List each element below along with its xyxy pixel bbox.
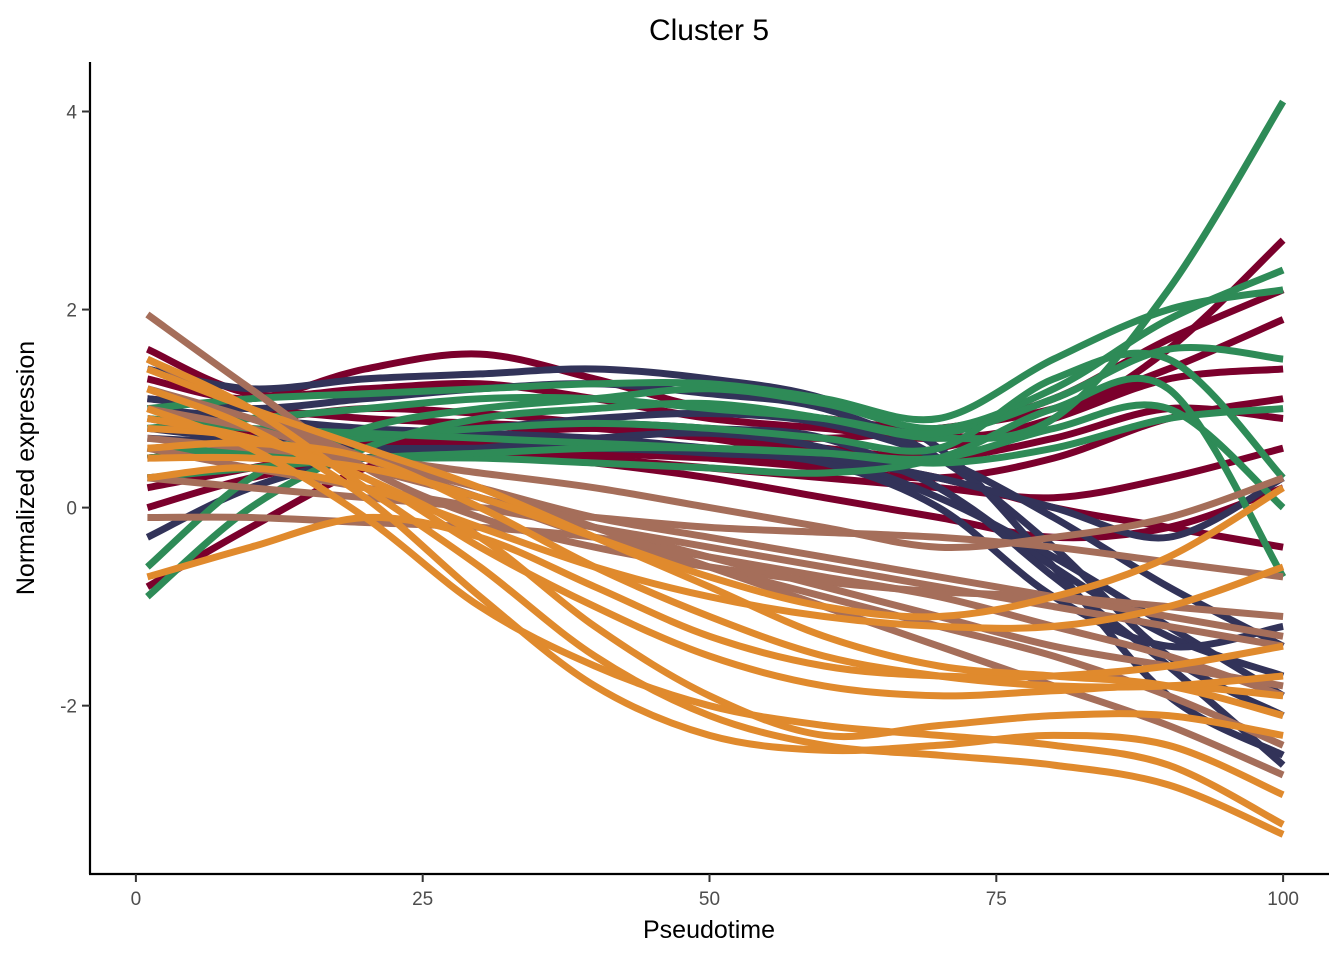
series-line-40 <box>146 513 1284 681</box>
series-line-44 <box>146 415 1284 741</box>
x-axis-label: Pseudotime <box>643 916 775 944</box>
series-layer <box>145 99 1287 838</box>
x-tick-label: 0 <box>131 889 142 910</box>
x-tick-label: 75 <box>986 889 1007 910</box>
x-axis-ticks: 0 25 50 75 100 <box>131 874 1299 910</box>
x-tick-label: 50 <box>699 889 720 910</box>
x-tick-label: 100 <box>1267 889 1299 910</box>
series-line-39 <box>147 439 1284 691</box>
series-line-34 <box>147 434 1285 551</box>
y-tick-label: 2 <box>66 301 77 322</box>
y-axis-ticks: -2 0 2 4 <box>60 103 90 718</box>
y-tick-label: 4 <box>66 103 77 124</box>
y-tick-label: -2 <box>60 697 77 718</box>
series-line-41 <box>147 464 1285 632</box>
series-line-37 <box>146 405 1285 828</box>
y-tick-label: 0 <box>66 499 77 520</box>
series-line-42 <box>146 365 1284 719</box>
series-line-36 <box>146 385 1285 799</box>
series-line-21 <box>147 344 1284 438</box>
chart-title: Cluster 5 <box>649 14 769 47</box>
series-line-20 <box>147 286 1284 424</box>
x-tick-label: 25 <box>412 889 433 910</box>
series-line-9 <box>147 395 1284 462</box>
y-axis-label: Normalized expression <box>12 341 40 595</box>
series-line-11 <box>147 380 1285 719</box>
